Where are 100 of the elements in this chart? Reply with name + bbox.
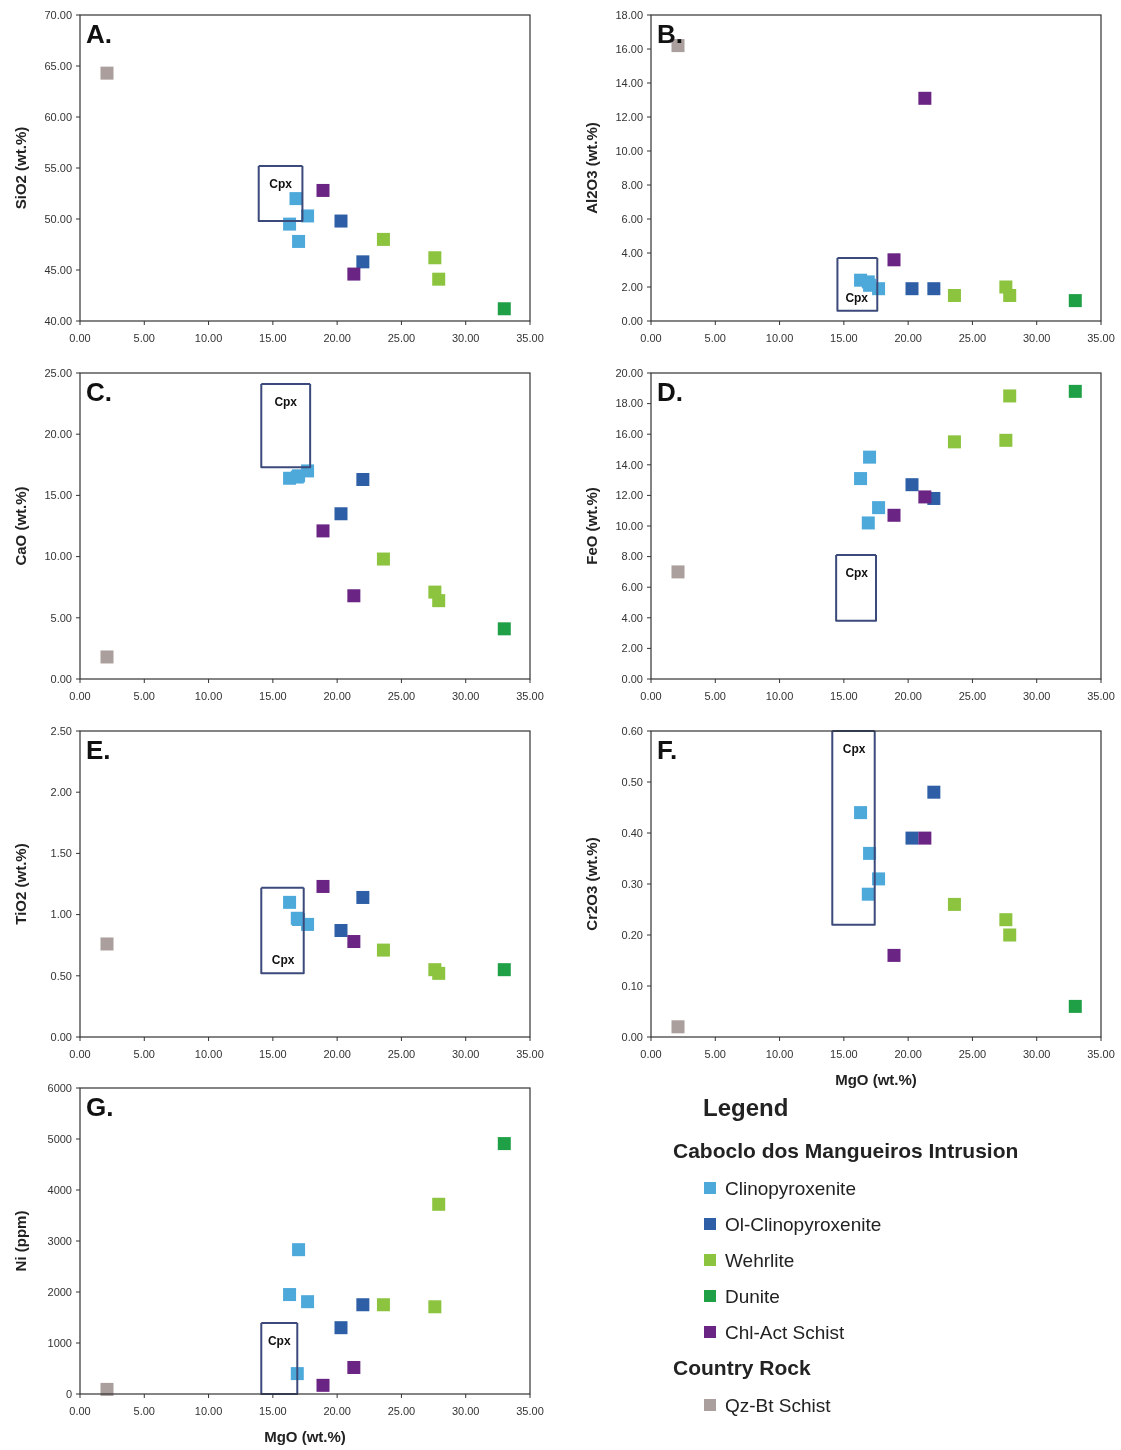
legend-label: Wehrlite: [725, 1250, 795, 1271]
y-tick-label: 2.00: [621, 280, 643, 293]
chart-title: G.: [86, 1092, 114, 1122]
x-tick-label: 30.00: [451, 1405, 480, 1417]
legend-title: Legend: [703, 1094, 789, 1121]
y-tick-label: 45.00: [44, 263, 72, 276]
x-tick-label: 5.00: [704, 332, 726, 344]
y-tick-label: 25.00: [44, 366, 72, 379]
y-tick-label: 0.00: [621, 672, 643, 685]
y-tick-label: 6.00: [621, 581, 643, 594]
x-tick-label: 10.00: [194, 1405, 223, 1417]
y-tick-label: 1000: [47, 1336, 72, 1349]
y-tick-label: 0.60: [621, 724, 643, 737]
x-tick-label: 5.00: [133, 1405, 155, 1417]
chart-title: F.: [657, 735, 678, 765]
x-tick-label: 35.00: [516, 690, 544, 702]
chart-title: C.: [86, 377, 112, 407]
y-axis-title: Cr2O3 (wt.%): [583, 837, 600, 931]
x-tick-label: 15.00: [259, 690, 287, 702]
annotation: Cpx: [842, 742, 866, 756]
x-tick-label: 20.00: [323, 1405, 351, 1417]
x-tick-label: 20.00: [894, 1048, 922, 1060]
y-tick-label: 1.50: [50, 847, 72, 860]
x-tick-label: 35.00: [516, 1048, 544, 1060]
x-tick-label: 0.00: [640, 690, 662, 702]
legend-label: Chl-Act Schist: [725, 1322, 846, 1343]
y-tick-label: 18.00: [615, 8, 643, 21]
y-tick-label: 40.00: [44, 314, 72, 327]
y-tick-label: 55.00: [44, 161, 72, 174]
legend-label: Ol-Clinopyroxenite: [725, 1214, 882, 1235]
y-tick-label: 0: [65, 1387, 72, 1400]
annotation: Cpx: [271, 953, 295, 968]
x-tick-label: 10.00: [194, 332, 223, 344]
y-tick-label: 8.00: [621, 550, 643, 563]
x-tick-label: 20.00: [894, 332, 922, 344]
y-tick-label: 16.00: [615, 42, 643, 55]
y-tick-label: 5000: [47, 1132, 72, 1145]
x-tick-label: 10.00: [765, 332, 794, 344]
x-tick-label: 15.00: [259, 1405, 287, 1417]
y-tick-label: 4.00: [621, 246, 643, 259]
x-axis-title: MgO (wt.%): [264, 1428, 346, 1445]
x-tick-label: 15.00: [830, 332, 858, 344]
y-tick-label: 70.00: [44, 8, 72, 21]
x-tick-label: 0.00: [640, 332, 662, 344]
y-tick-label: 0.00: [621, 1030, 643, 1043]
y-axis-title: FeO (wt.%): [583, 487, 600, 565]
x-tick-label: 25.00: [387, 690, 416, 702]
x-tick-label: 30.00: [451, 690, 480, 702]
y-tick-label: 0.50: [50, 969, 72, 982]
x-tick-label: 15.00: [830, 690, 858, 702]
y-tick-label: 14.00: [615, 458, 643, 471]
x-tick-label: 10.00: [194, 690, 223, 702]
x-tick-label: 25.00: [387, 1048, 416, 1060]
x-tick-label: 5.00: [133, 1048, 155, 1060]
x-tick-label: 0.00: [69, 1405, 91, 1417]
x-axis-title: MgO (wt.%): [835, 1071, 917, 1088]
y-tick-label: 12.00: [615, 489, 643, 502]
y-tick-label: 20.00: [44, 428, 72, 441]
x-tick-label: 30.00: [1022, 332, 1051, 344]
y-tick-label: 50.00: [44, 212, 72, 225]
y-tick-label: 0.00: [50, 672, 72, 685]
legend-label: Clinopyroxenite: [725, 1178, 856, 1199]
y-tick-label: 0.00: [621, 314, 643, 327]
y-tick-label: 0.30: [621, 877, 643, 890]
y-tick-label: 14.00: [615, 76, 643, 89]
x-tick-label: 15.00: [259, 332, 287, 344]
y-tick-label: 10.00: [615, 144, 643, 157]
y-tick-label: 10.00: [615, 519, 643, 532]
x-tick-label: 35.00: [516, 332, 544, 344]
y-tick-label: 6000: [47, 1081, 72, 1094]
chart-title: B.: [657, 19, 683, 49]
x-tick-label: 0.00: [69, 1048, 91, 1060]
y-tick-label: 15.00: [44, 489, 72, 502]
chart-title: E.: [86, 735, 111, 765]
x-tick-label: 5.00: [133, 690, 155, 702]
y-axis-title: SiO2 (wt.%): [12, 126, 29, 210]
y-tick-label: 10.00: [44, 550, 72, 563]
text: Country Rock: [673, 1356, 811, 1379]
x-tick-label: 10.00: [765, 1048, 794, 1060]
y-tick-label: 18.00: [615, 397, 643, 410]
x-tick-label: 5.00: [133, 332, 155, 344]
y-tick-label: 0.10: [621, 979, 643, 992]
legend-label: Dunite: [725, 1286, 780, 1307]
y-axis-title: TiO2 (wt.%): [12, 843, 29, 925]
y-tick-label: 4000: [47, 1183, 72, 1196]
y-tick-label: 0.00: [50, 1030, 72, 1043]
y-tick-label: 65.00: [44, 59, 72, 72]
y-tick-label: 4.00: [621, 611, 643, 624]
y-axis-title: Ni (ppm): [12, 1210, 29, 1272]
x-tick-label: 15.00: [259, 1048, 287, 1060]
y-tick-label: 2.50: [50, 724, 72, 737]
y-tick-label: 60.00: [44, 110, 72, 123]
y-tick-label: 0.40: [621, 826, 643, 839]
x-tick-label: 35.00: [1087, 332, 1115, 344]
y-tick-label: 16.00: [615, 428, 643, 441]
y-tick-label: 8.00: [621, 178, 643, 191]
x-tick-label: 35.00: [516, 1405, 544, 1417]
x-tick-label: 25.00: [958, 1048, 987, 1060]
chart-title: D.: [657, 377, 683, 407]
legend-label: Qz-Bt Schist: [725, 1395, 832, 1416]
